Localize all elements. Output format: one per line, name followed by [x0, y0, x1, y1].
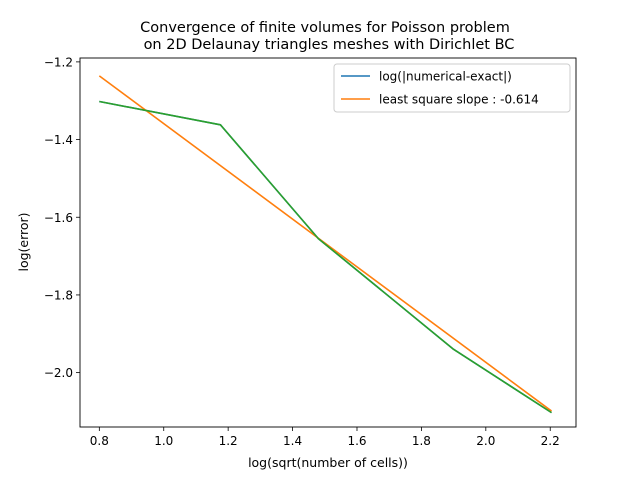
y-tick-label: −1.4 — [44, 133, 73, 147]
x-tick-label: 1.0 — [154, 434, 173, 448]
tick-layer: 0.8 1.0 1.2 1.4 1.6 1.8 2.0 2.2 −1.2 −1.4 −1.6 −1.8… — [44, 55, 560, 448]
y-tick-label: −1.6 — [44, 211, 73, 225]
series-line-2 — [99, 100, 552, 414]
x-tick-label: 1.2 — [219, 434, 238, 448]
y-axis-label: log(error) — [16, 212, 31, 271]
x-tick-label: 1.8 — [412, 434, 431, 448]
y-tick-label: −1.2 — [44, 55, 73, 69]
chart-title-line2: on 2D Delaunay triangles meshes with Dir… — [144, 37, 515, 53]
y-tick-label: −1.8 — [44, 288, 73, 302]
x-tick-label: 1.6 — [347, 434, 366, 448]
plot-frame — [79, 57, 577, 428]
legend-label-numerical-error: log(|numerical-exact|) — [379, 70, 512, 84]
x-tick-label: 1.4 — [283, 434, 302, 448]
series-layer — [98, 75, 552, 414]
x-tick-label: 2.2 — [541, 434, 560, 448]
y-tick-label: −2.0 — [44, 366, 73, 380]
x-axis-label: log(sqrt(number of cells)) — [248, 455, 408, 470]
x-tick-label: 2.0 — [476, 434, 495, 448]
legend-box — [333, 63, 571, 113]
x-tick-label: 0.8 — [90, 434, 109, 448]
legend-label-least-square: least square slope : -0.614 — [379, 93, 539, 107]
chart-title-line1: Convergence of finite volumes for Poisso… — [140, 20, 510, 36]
legend: log(|numerical-exact|) least square slop… — [333, 63, 571, 113]
